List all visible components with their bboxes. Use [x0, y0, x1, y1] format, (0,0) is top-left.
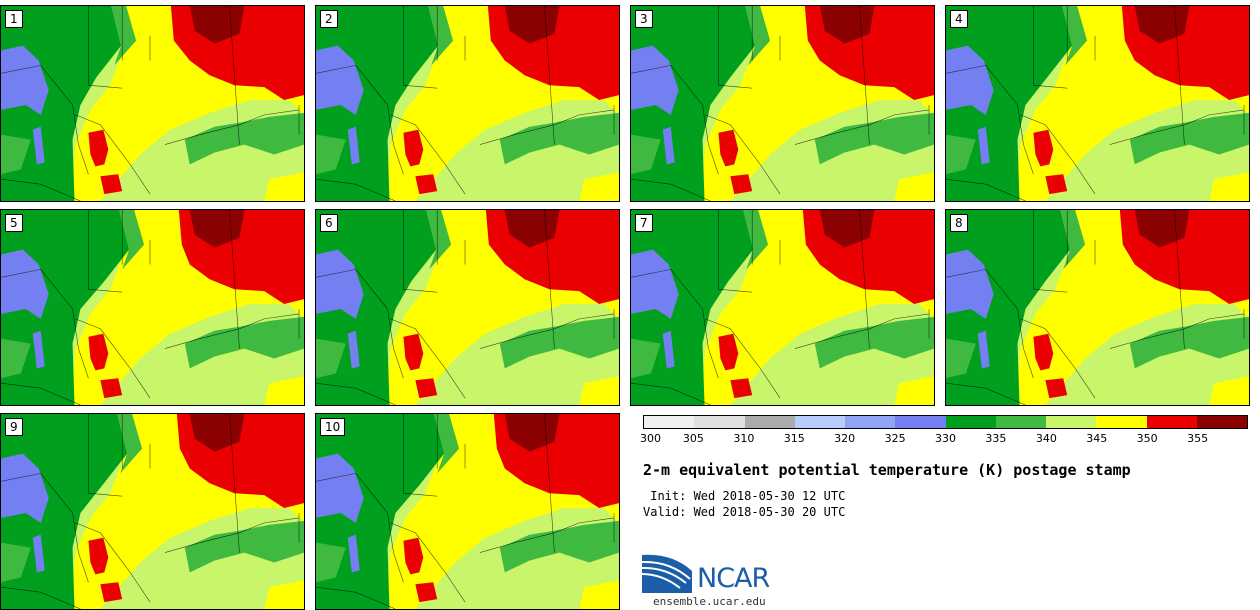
site-url: ensemble.ucar.edu	[653, 595, 766, 608]
postage-stamp-map: 8	[945, 209, 1250, 406]
colorbar-swatch	[1196, 416, 1247, 428]
postage-stamp-map: 2	[315, 5, 620, 202]
member-number-label: 6	[320, 214, 338, 232]
colorbar-tick-label: 330	[935, 432, 956, 445]
ncar-logo-icon	[642, 554, 692, 593]
postage-stamp-map: 5	[0, 209, 305, 406]
colorbar-swatch	[794, 416, 845, 428]
colorbar-swatch	[995, 416, 1046, 428]
member-number-label: 9	[5, 418, 23, 436]
postage-stamp-map: 10	[315, 413, 620, 610]
postage-stamp-map: 4	[945, 5, 1250, 202]
member-number-label: 1	[5, 10, 23, 28]
colorbar-tick-label: 320	[834, 432, 856, 445]
member-number-label: 2	[320, 10, 338, 28]
member-number-label: 10	[320, 418, 346, 436]
member-number-label: 8	[950, 214, 968, 232]
colorbar-tick-labels: 300 305 310 315 320 325 330 335 340 345 350 355	[640, 432, 1248, 448]
postage-stamp-map: 7	[630, 209, 935, 406]
colorbar-swatch	[1096, 416, 1147, 428]
postage-stamp-map: 3	[630, 5, 935, 202]
colorbar-swatch	[694, 416, 745, 428]
colorbar-tick-label: 345	[1086, 432, 1108, 445]
colorbar-tick-label: 335	[985, 432, 1007, 445]
colorbar-swatch	[945, 416, 996, 428]
member-number-label: 4	[950, 10, 968, 28]
colorbar-swatch	[895, 416, 946, 428]
member-number-label: 3	[635, 10, 653, 28]
valid-time: Valid: Wed 2018-05-30 20 UTC	[643, 505, 846, 519]
colorbar-tick-label: 300	[640, 432, 661, 445]
colorbar-tick-label: 355	[1187, 432, 1209, 445]
colorbar-tick-label: 325	[884, 432, 906, 445]
colorbar-swatch	[845, 416, 896, 428]
init-time: Init: Wed 2018-05-30 12 UTC	[643, 489, 846, 503]
plot-title: 2-m equivalent potential temperature (K)…	[643, 461, 1131, 479]
member-number-label: 5	[5, 214, 23, 232]
colorbar-swatch	[1146, 416, 1197, 428]
postage-stamp-map: 1	[0, 5, 305, 202]
postage-stamp-map: 9	[0, 413, 305, 610]
colorbar-swatch	[744, 416, 795, 428]
colorbar-swatch	[1046, 416, 1097, 428]
colorbar-swatch	[644, 416, 695, 428]
colorbar-tick-label: 340	[1035, 432, 1057, 445]
colorbar	[643, 415, 1248, 429]
colorbar-tick-label: 305	[682, 432, 704, 445]
logo-wordmark: NCAR	[697, 563, 770, 594]
colorbar-tick-label: 310	[733, 432, 755, 445]
colorbar-tick-label: 315	[783, 432, 805, 445]
member-number-label: 7	[635, 214, 653, 232]
postage-stamp-map: 6	[315, 209, 620, 406]
colorbar-tick-label: 350	[1136, 432, 1158, 445]
